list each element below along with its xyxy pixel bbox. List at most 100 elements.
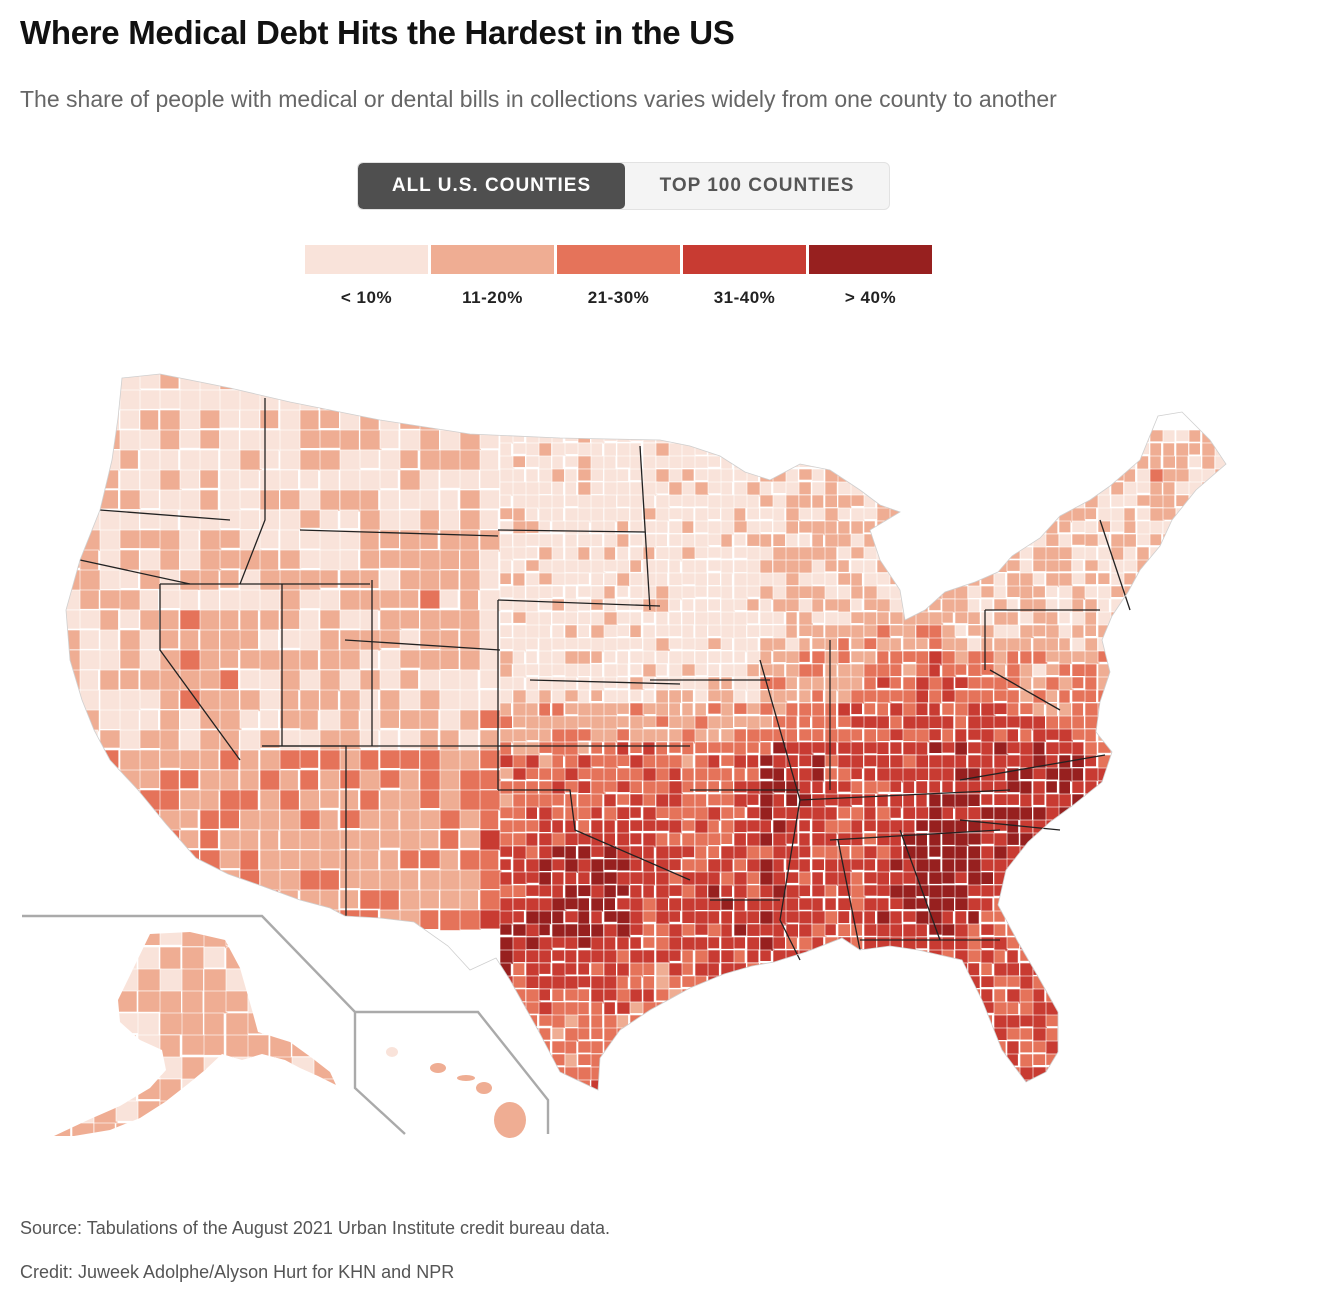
- county-cell: [1006, 884, 1021, 899]
- color-legend: < 10% 11-20% 21-30% 31-40% > 40%: [305, 245, 932, 308]
- county-cell: [642, 741, 656, 757]
- county-cell: [1136, 975, 1150, 990]
- county-cell: [993, 949, 1006, 964]
- county-cell: [1228, 586, 1242, 600]
- county-cell: [733, 546, 749, 559]
- county-cell: [798, 689, 812, 703]
- county-cell: [850, 975, 864, 989]
- county-cell: [629, 702, 646, 717]
- county-cell: [798, 637, 811, 654]
- county-cell: [629, 949, 644, 965]
- county-cell: [1175, 910, 1189, 925]
- county-cell: [1071, 741, 1085, 756]
- county-cell: [459, 749, 480, 773]
- county-cell: [812, 1093, 826, 1107]
- county-cell: [733, 936, 746, 950]
- county-cell: [1123, 637, 1138, 653]
- county-cell: [259, 849, 282, 873]
- county-cell: [863, 468, 879, 485]
- county-cell: [379, 729, 399, 752]
- county-cell: [139, 729, 161, 749]
- county-cell: [419, 489, 439, 512]
- county-cell: [850, 858, 864, 871]
- county-cell: [1006, 819, 1019, 834]
- county-cell: [876, 962, 889, 978]
- county-cell: [291, 968, 313, 992]
- county-cell: [525, 923, 541, 937]
- county-cell: [993, 832, 1009, 849]
- county-cell: [629, 689, 642, 702]
- county-cell: [551, 975, 567, 990]
- county-cell: [339, 449, 362, 472]
- county-cell: [1201, 871, 1215, 885]
- county-cell: [1188, 728, 1203, 744]
- county-cell: [1032, 728, 1047, 743]
- county-cell: [837, 728, 853, 743]
- county-cell: [889, 442, 905, 456]
- county-cell: [1149, 637, 1162, 651]
- county-cell: [1149, 741, 1166, 756]
- county-cell: [603, 962, 617, 977]
- county-cell: [1162, 585, 1178, 598]
- county-cell: [459, 409, 482, 429]
- county-cell: [1228, 547, 1240, 559]
- county-cell: [1084, 988, 1099, 1003]
- county-cell: [512, 754, 527, 769]
- county-cell: [319, 529, 341, 551]
- county-cell: [980, 676, 995, 690]
- county-cell: [721, 1093, 733, 1107]
- county-cell: [889, 923, 903, 940]
- county-cell: [499, 871, 513, 887]
- county-cell: [954, 611, 968, 624]
- county-cell: [655, 949, 671, 964]
- county-cell: [863, 754, 877, 767]
- county-cell: [1032, 845, 1047, 858]
- county-cell: [850, 676, 863, 691]
- county-cell: [1110, 806, 1125, 819]
- county-cell: [179, 389, 202, 411]
- legend-swatch-gt40: [809, 245, 932, 274]
- county-cell: [1032, 611, 1048, 625]
- county-cell: [850, 884, 867, 899]
- county-cell: [785, 962, 798, 977]
- county-cell: [239, 509, 260, 530]
- county-cell: [889, 481, 903, 496]
- county-cell: [1071, 988, 1086, 1001]
- county-cell: [629, 1001, 645, 1014]
- county-cell: [928, 741, 943, 754]
- county-cell: [115, 1012, 140, 1034]
- county-cell: [1045, 1001, 1060, 1017]
- county-cell: [439, 889, 461, 910]
- us-county-map[interactable]: [0, 360, 1328, 1150]
- county-cell: [980, 884, 995, 897]
- county-cell: [512, 572, 526, 587]
- county-cell: [291, 1100, 314, 1123]
- county-cell: [79, 769, 99, 792]
- toggle-top-100-counties[interactable]: TOP 100 COUNTIES: [659, 175, 855, 196]
- county-cell: [889, 962, 904, 975]
- county-cell: [359, 809, 380, 830]
- county-cell: [629, 1066, 645, 1082]
- county-cell: [512, 975, 528, 989]
- county-cell: [319, 689, 339, 711]
- county-cell: [239, 769, 260, 793]
- county-cell: [980, 858, 995, 872]
- county-cell: [119, 729, 143, 750]
- county-cell: [850, 832, 864, 846]
- county-cell: [1214, 806, 1226, 820]
- county-cell: [1085, 1093, 1099, 1107]
- county-cell: [720, 1079, 735, 1090]
- county-cell: [66, 529, 82, 550]
- county-cell: [915, 793, 928, 809]
- county-cell: [759, 1001, 772, 1017]
- county-cell: [199, 889, 221, 910]
- county-cell: [551, 1079, 564, 1090]
- county-cell: [259, 809, 280, 833]
- county-cell: [954, 1040, 967, 1055]
- county-cell: [551, 728, 566, 744]
- toggle-all-counties[interactable]: ALL U.S. COUNTIES: [358, 163, 625, 209]
- county-cell: [139, 869, 159, 889]
- county-cell: [199, 489, 219, 511]
- county-cell: [668, 728, 684, 743]
- county-cell: [279, 909, 302, 930]
